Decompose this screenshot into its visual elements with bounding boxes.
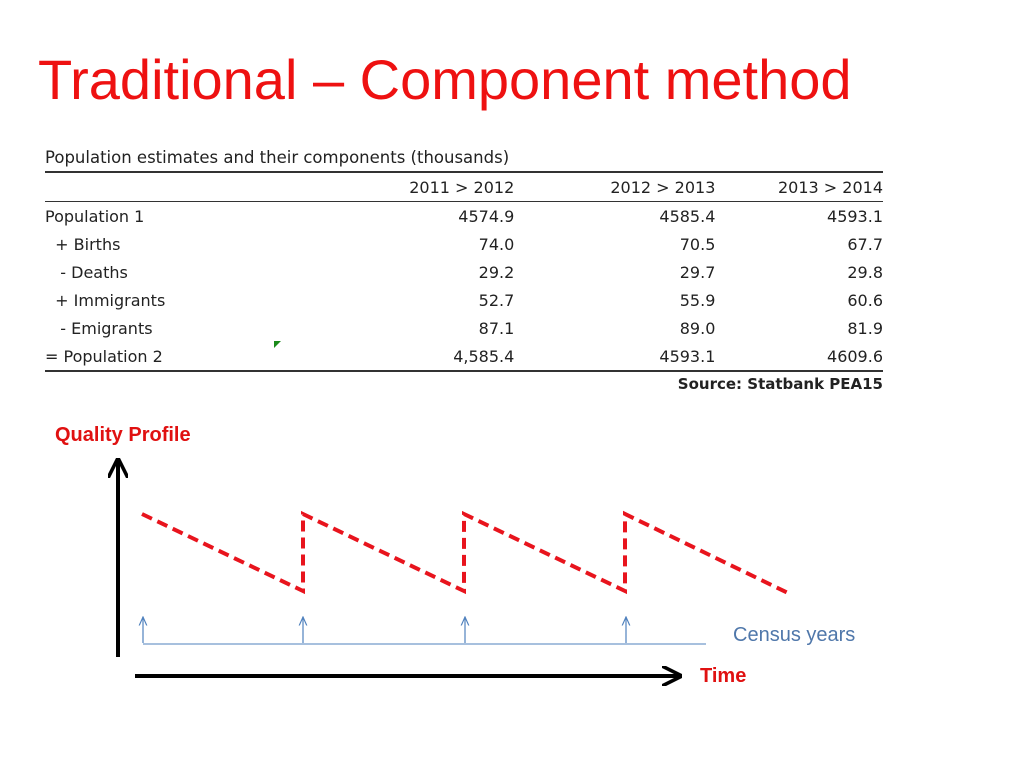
table-cell: 70.5: [679, 234, 716, 254]
table-cell: 29.8: [847, 262, 883, 282]
table-cell: 60.6: [847, 290, 883, 310]
y-axis-label: Quality Profile: [55, 424, 191, 446]
table-cell: 4574.9: [458, 206, 515, 226]
table-row: + Births 74.0 70.5 67.7: [45, 230, 883, 258]
table-cell: 4,585.4: [453, 346, 515, 366]
table-cell: 4585.4: [659, 206, 716, 226]
column-header: 2012 > 2013: [610, 177, 716, 197]
table-cell: 52.7: [478, 290, 515, 310]
table-cell: 4593.1: [827, 206, 883, 226]
table-cell: 81.9: [847, 318, 883, 338]
row-label: + Immigrants: [45, 290, 166, 310]
column-header: 2013 > 2014: [777, 177, 883, 197]
table-row: - Emigrants 87.1 89.0 81.9: [45, 314, 883, 342]
table-cell: 4609.6: [827, 346, 883, 366]
table-row: - Deaths 29.2 29.7 29.8: [45, 258, 883, 286]
table-row: = Population 2 4,585.4 4593.1 4609.6: [45, 342, 883, 371]
column-header: 2011 > 2012: [409, 177, 515, 197]
table-cell: 4593.1: [659, 346, 716, 366]
row-label: = Population 2: [45, 346, 163, 366]
table-row: Population 1 4574.9 4585.4 4593.1: [45, 202, 883, 231]
row-label: + Births: [45, 234, 121, 254]
table-cell: 67.7: [847, 234, 883, 254]
quality-profile-line: [141, 510, 789, 595]
table-cell: 29.7: [679, 262, 716, 282]
row-label: - Deaths: [45, 262, 128, 282]
table-header-row: 2011 > 2012 2012 > 2013 2013 > 2014: [45, 172, 883, 202]
row-label: - Emigrants: [45, 318, 153, 338]
table-caption: Population estimates and their component…: [45, 148, 510, 167]
table-cell: 74.0: [478, 234, 515, 254]
table-row: + Immigrants 52.7 55.9 60.6: [45, 286, 883, 314]
table-cell: 87.1: [478, 318, 515, 338]
table-cell: 89.0: [679, 318, 716, 338]
cell-comment-marker: [274, 341, 281, 348]
slide-title: Traditional – Component method: [38, 48, 852, 111]
census-years-label: Census years: [733, 624, 856, 646]
table-cell: 29.2: [478, 262, 515, 282]
row-label: Population 1: [45, 206, 145, 226]
table-cell: 55.9: [679, 290, 716, 310]
population-table: Population estimates and their component…: [45, 145, 883, 393]
table-source: Source: Statbank PEA15: [677, 375, 883, 393]
x-axis-label: Time: [700, 665, 747, 687]
